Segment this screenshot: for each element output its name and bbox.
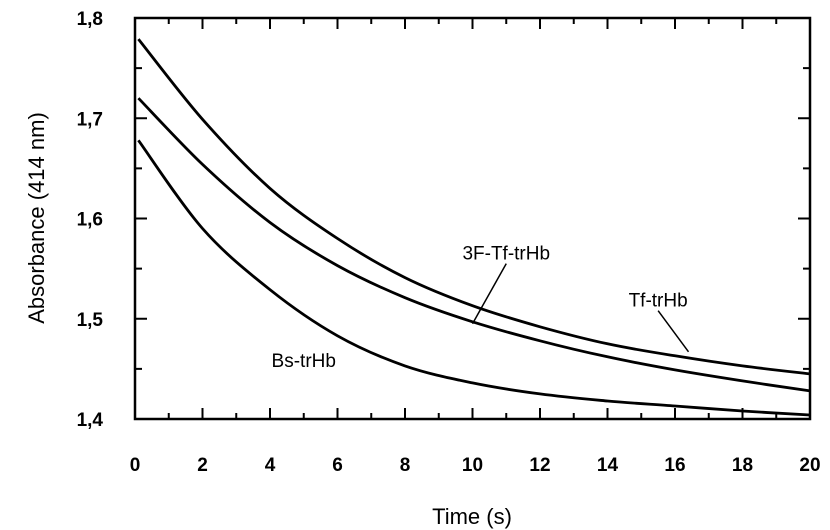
leader-line-tf-trhb bbox=[657, 310, 690, 353]
x-tick-label: 8 bbox=[400, 455, 411, 476]
series-label-bs-trhb: Bs-trHb bbox=[272, 351, 336, 372]
y-tick-label: 1,7 bbox=[77, 109, 103, 130]
y-tick-label: 1,4 bbox=[77, 410, 104, 431]
tick-marks bbox=[134, 17, 811, 420]
y-tick-label: 1,6 bbox=[77, 210, 103, 231]
series-label-3f-tf-trhb: 3F-Tf-trHb bbox=[462, 244, 550, 265]
x-tick-label: 10 bbox=[462, 455, 483, 476]
series-line-bs-trhb bbox=[137, 139, 811, 417]
leader-line-3f-tf-trhb bbox=[471, 263, 507, 325]
y-tick-label: 1,5 bbox=[77, 310, 104, 331]
x-tick-label: 0 bbox=[130, 455, 141, 476]
x-tick-label: 2 bbox=[197, 455, 208, 476]
x-tick-labels: 0 2 4 6 8 10 12 14 16 18 20 bbox=[130, 455, 821, 476]
series-labels: Tf-trHb 3F-Tf-trHb Bs-trHb bbox=[272, 244, 688, 372]
plot-frame bbox=[133, 16, 812, 421]
x-tick-label: 4 bbox=[265, 455, 276, 476]
y-tick-label: 1,8 bbox=[77, 9, 103, 30]
y-tick-labels: 1,4 1,5 1,6 1,7 1,8 bbox=[77, 9, 104, 431]
y-axis-title: Absorbance (414 nm) bbox=[24, 112, 49, 324]
series-label-tf-trhb: Tf-trHb bbox=[629, 291, 688, 312]
series-line-3f-tf-trhb bbox=[137, 97, 811, 393]
curves bbox=[137, 38, 811, 417]
x-tick-label: 16 bbox=[664, 455, 685, 476]
label-leader-lines bbox=[471, 263, 690, 353]
x-axis-title: Time (s) bbox=[432, 504, 512, 529]
x-tick-label: 20 bbox=[799, 455, 820, 476]
x-tick-label: 18 bbox=[732, 455, 753, 476]
x-tick-label: 6 bbox=[332, 455, 343, 476]
x-tick-label: 14 bbox=[597, 455, 619, 476]
x-tick-label: 12 bbox=[529, 455, 550, 476]
series-line-tf-trhb bbox=[137, 38, 811, 376]
